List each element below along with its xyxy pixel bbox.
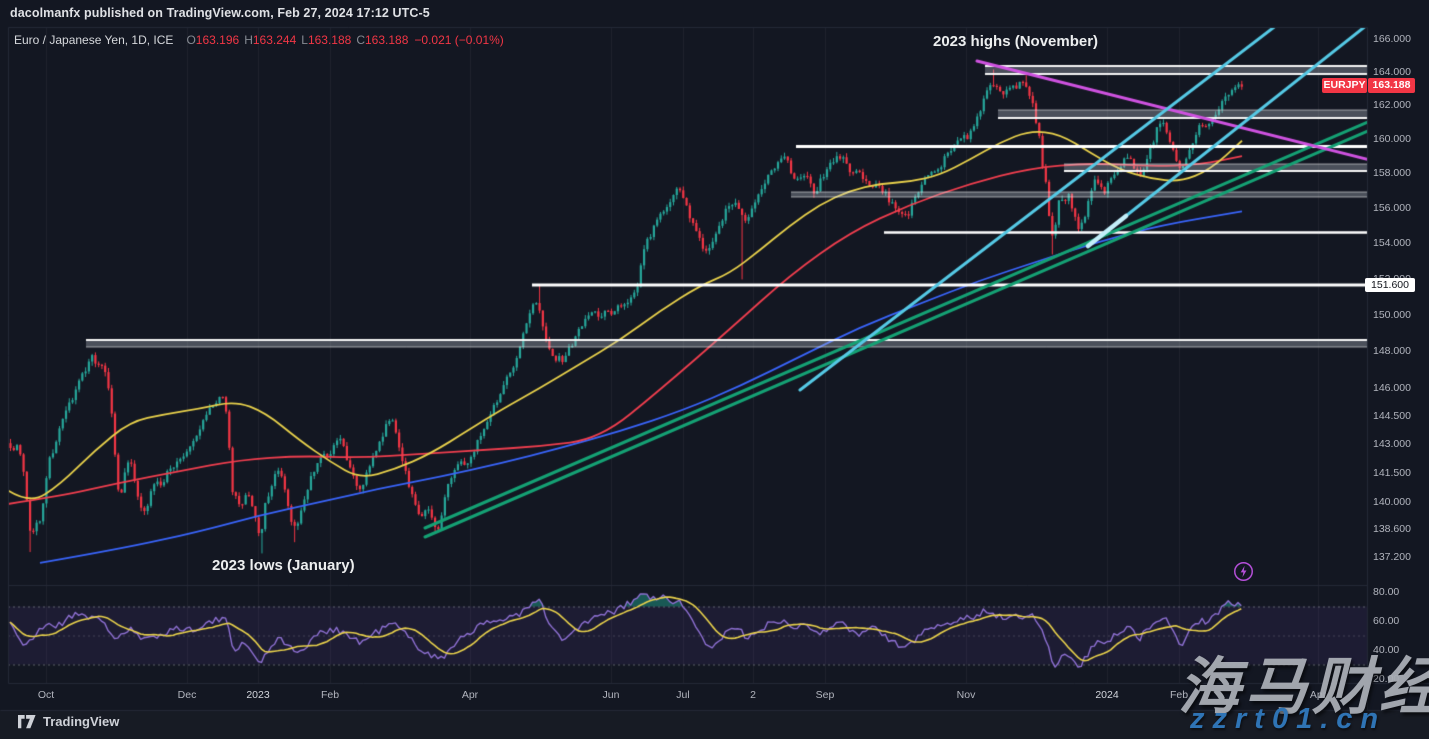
- ohlc-high-value: 163.244: [252, 33, 297, 47]
- price-tick-label: 150.000: [1373, 308, 1411, 321]
- level-price-label: 151.600: [1365, 278, 1415, 292]
- annotation-2023-lows[interactable]: 2023 lows (January): [212, 557, 355, 574]
- price-tick-label: 137.200: [1373, 551, 1411, 563]
- rsi-tick-label: 40.00: [1373, 644, 1400, 656]
- time-tick-label: Oct: [37, 689, 55, 701]
- ohlc-close-value: 163.188: [365, 33, 409, 47]
- ohlc-low-label: L: [301, 33, 308, 47]
- symbol-legend: Euro / Japanese Yen, 1D, ICE O163.196 H163…: [14, 33, 504, 47]
- time-tick-label: 2024: [1095, 689, 1119, 701]
- price-tick-label: 160.000: [1373, 133, 1411, 146]
- price-tick-label: 141.500: [1373, 467, 1411, 480]
- time-tick-label: Feb: [1169, 689, 1189, 701]
- time-tick-label: Jun: [602, 689, 620, 701]
- rsi-tick-label: 80.00: [1373, 586, 1400, 598]
- change-value: −0.021 (−0.01%): [414, 33, 504, 47]
- price-tick-label: 140.000: [1373, 496, 1411, 509]
- badge-symbol: EURJPY: [1322, 77, 1367, 93]
- price-tick-label: 156.000: [1373, 201, 1411, 214]
- time-tick-label: Jul: [676, 689, 690, 701]
- price-tick-label: 154.000: [1373, 236, 1411, 249]
- time-tick-label: Feb: [320, 689, 340, 701]
- price-tick-label: 162.000: [1373, 99, 1411, 112]
- time-tick-label: Apr: [461, 689, 479, 701]
- price-tick-label: 144.500: [1373, 410, 1411, 423]
- time-tick-label: Nov: [956, 689, 976, 701]
- last-price-badge: EURJPY 163.188: [1322, 77, 1415, 93]
- time-tick-label: 2: [750, 689, 756, 701]
- watermark-chinese: 海马财经: [1178, 653, 1429, 722]
- price-tick-label: 138.600: [1373, 523, 1411, 536]
- price-tick-label: 146.000: [1373, 382, 1411, 394]
- time-tick-label: Dec: [177, 689, 197, 701]
- price-tick-label: 166.000: [1373, 33, 1411, 45]
- time-tick-label: 2023: [246, 689, 270, 701]
- price-tick-label: 143.000: [1373, 438, 1411, 451]
- price-tick-label: 158.000: [1373, 167, 1411, 180]
- symbol-title[interactable]: Euro / Japanese Yen, 1D, ICE: [14, 33, 174, 47]
- ohlc-high-label: H: [244, 33, 253, 47]
- publish-bar: dacolmanfx published on TradingView.com,…: [0, 0, 1429, 27]
- lightning-icon[interactable]: [1233, 561, 1254, 582]
- rsi-tick-label: 20.00: [1373, 673, 1400, 685]
- watermark-site: zzrt01.cn: [1190, 703, 1387, 735]
- ohlc-open-label: O: [186, 33, 196, 47]
- annotation-2023-highs[interactable]: 2023 highs (November): [933, 33, 1099, 50]
- tradingview-logo-icon: [18, 714, 36, 728]
- tradingview-logo-text: TradingView: [43, 714, 120, 729]
- price-tick-label: 148.000: [1373, 345, 1411, 357]
- ohlc-low-value: 163.188: [307, 33, 352, 47]
- rsi-tick-label: 60.00: [1373, 615, 1400, 627]
- badge-price: 163.188: [1368, 77, 1415, 93]
- footer-brand[interactable]: TradingView: [18, 714, 119, 729]
- time-tick-label: Apr: [1309, 689, 1327, 701]
- time-tick-label: Sep: [815, 689, 835, 701]
- ohlc-open-value: 163.196: [195, 33, 240, 47]
- ohlc-close-label: C: [356, 33, 365, 47]
- price-tick-label: 164.000: [1373, 65, 1411, 78]
- publish-info-text: dacolmanfx published on TradingView.com,…: [10, 6, 430, 20]
